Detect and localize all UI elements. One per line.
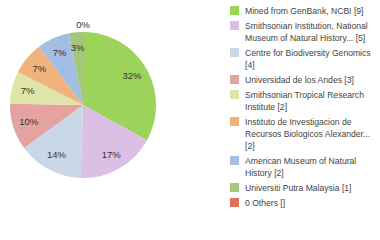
legend-label: 0 Others [] (245, 198, 285, 208)
data-label: 0% (76, 19, 90, 30)
legend-label: Centre for Biodiversity Genomics[4] (245, 48, 371, 70)
pie-slice (81, 105, 147, 178)
data-label: 3% (71, 42, 85, 53)
legend-swatch (230, 183, 239, 192)
legend-label: Instituto de Investigacion deRecursos Bi… (245, 117, 370, 151)
data-label: 32% (122, 70, 142, 81)
data-label: 14% (47, 149, 67, 160)
legend-swatch (230, 48, 239, 57)
legend-swatch (230, 198, 239, 207)
data-label: 7% (53, 47, 67, 58)
legend-label: American Museum of NaturalHistory [2] (245, 156, 356, 178)
legend-swatch (230, 90, 239, 99)
legend-label: Mined from GenBank, NCBI [9] (245, 6, 363, 16)
legend-label: Universiti Putra Malaysia [1] (245, 183, 352, 193)
legend-swatch (230, 75, 239, 84)
legend-swatch (230, 156, 239, 165)
legend-label: Smithsonian Institution, NationalMuseum … (245, 21, 368, 43)
pie (10, 32, 156, 178)
legend-swatch (230, 6, 239, 15)
legend: Mined from GenBank, NCBI [9] Smithsonian … (230, 6, 371, 208)
chart: 32% 17% 14% 10% 7% 7% 7% 3% 0% Mined from GenBank… (0, 0, 380, 240)
legend-swatch (230, 21, 239, 30)
data-label: 17% (102, 149, 122, 160)
data-label: 7% (21, 85, 35, 96)
data-label: 7% (32, 63, 46, 74)
legend-label: Universidad de los Andes [3] (245, 75, 354, 85)
legend-label: Smithsonian Tropical ResearchInstitute [… (245, 90, 364, 112)
data-label: 10% (19, 116, 39, 127)
legend-swatch (230, 117, 239, 126)
pie-slice (10, 104, 83, 148)
data-labels: 32% 17% 14% 10% 7% 7% 7% 3% 0% (19, 19, 142, 161)
